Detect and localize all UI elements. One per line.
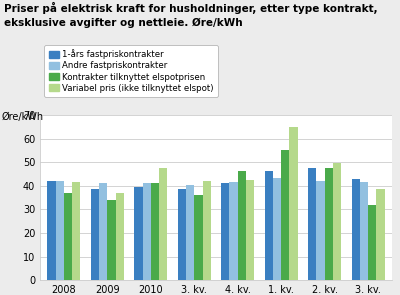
Bar [56,181,64,280]
Bar [333,163,341,280]
Bar [151,183,159,280]
Bar [107,200,116,280]
Text: Øre/kWh: Øre/kWh [2,112,44,122]
Bar [134,187,142,280]
Bar [91,189,99,280]
Bar [308,168,316,280]
Bar [99,183,107,280]
Bar [273,178,281,280]
Bar [178,189,186,280]
Bar [368,205,376,280]
Bar [352,179,360,280]
Bar [230,182,238,280]
Bar [72,182,80,280]
Bar [64,193,72,280]
Bar [246,180,254,280]
Bar [290,127,298,280]
Bar [325,168,333,280]
Bar [360,182,368,280]
Bar [202,181,211,280]
Bar [47,181,56,280]
Bar [221,183,230,280]
Bar [194,195,202,280]
Text: eksklusive avgifter og nettleie. Øre/kWh: eksklusive avgifter og nettleie. Øre/kWh [4,18,243,28]
Bar [142,183,151,280]
Bar [116,193,124,280]
Bar [159,168,167,280]
Bar [265,171,273,280]
Bar [238,171,246,280]
Legend: 1-års fastpriskontrakter, Andre fastpriskontrakter, Kontrakter tilknyttet elspot: 1-års fastpriskontrakter, Andre fastpris… [44,45,218,97]
Bar [316,181,325,280]
Bar [281,150,290,280]
Text: Priser på elektrisk kraft for husholdninger, etter type kontrakt,: Priser på elektrisk kraft for husholdnin… [4,1,378,14]
Bar [186,185,194,280]
Bar [376,189,385,280]
